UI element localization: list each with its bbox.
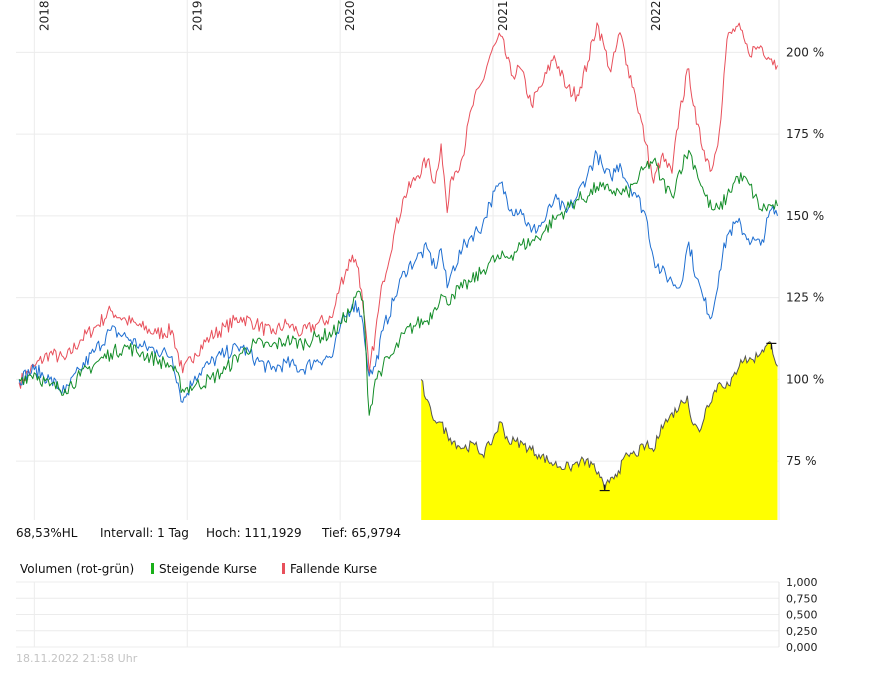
volume-tick-label: 1,000 xyxy=(786,576,818,589)
info-high: Hoch: 111,1929 xyxy=(206,526,302,540)
volume-ticks: 1,000 0,750 0,500 0,250 0,000 xyxy=(786,576,818,654)
area-layer xyxy=(420,341,778,520)
line-series-2 xyxy=(18,149,778,416)
falling-swatch xyxy=(282,563,285,574)
info-interval: Intervall: 1 Tag xyxy=(100,526,189,540)
x-tick-label: 2019 xyxy=(190,0,204,31)
y-tick-label: 150 % xyxy=(786,209,824,223)
info-low: Tief: 65,9794 xyxy=(321,526,401,540)
rising-label: Steigende Kurse xyxy=(159,562,257,576)
y-tick-label: 75 % xyxy=(786,454,817,468)
y-tick-label: 100 % xyxy=(786,372,824,386)
line-series-0 xyxy=(18,22,778,389)
line-series-1 xyxy=(18,150,778,403)
tick-layer: 75 % 100 % 125 % 150 % 175 % 200 % 2018 2019 202… xyxy=(37,0,824,468)
area-outline-series xyxy=(420,341,778,491)
info-percent: 68,53%HL xyxy=(16,526,78,540)
volume-title: Volumen (rot-grün) xyxy=(20,562,134,576)
volume-tick-label: 0,500 xyxy=(786,609,818,622)
falling-label: Fallende Kurse xyxy=(290,562,377,576)
grid-layer xyxy=(16,0,780,520)
volume-tick-label: 0,000 xyxy=(786,641,818,654)
volume-tick-label: 0,750 xyxy=(786,592,818,605)
y-tick-label: 125 % xyxy=(786,291,824,305)
area-fill-series xyxy=(421,341,778,520)
footer-timestamp: 18.11.2022 21:58 Uhr xyxy=(16,652,138,665)
lines-layer xyxy=(18,22,778,416)
x-tick-label: 2021 xyxy=(496,0,510,31)
x-tick-label: 2020 xyxy=(343,0,357,31)
x-tick-label: 2018 xyxy=(37,0,51,31)
rising-swatch xyxy=(151,563,154,574)
marker-layer xyxy=(599,342,777,492)
y-tick-label: 175 % xyxy=(786,127,824,141)
volume-tick-label: 0,250 xyxy=(786,625,818,638)
volume-grid xyxy=(16,581,780,648)
y-tick-label: 200 % xyxy=(786,45,824,59)
x-tick-label: 2022 xyxy=(649,0,663,31)
